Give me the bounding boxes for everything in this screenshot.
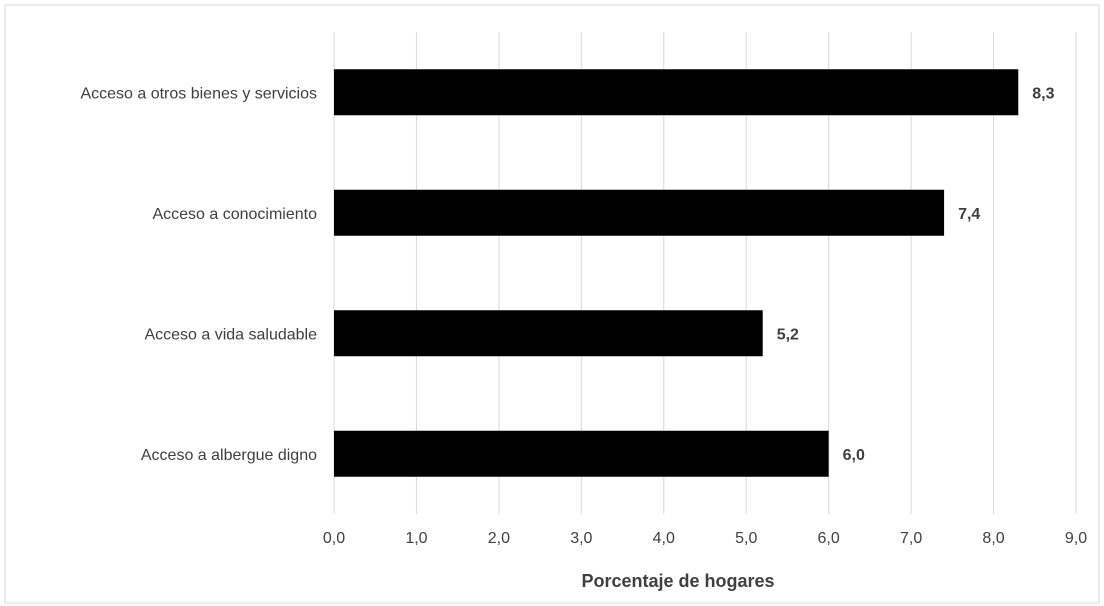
bar-value-label: 6,0: [843, 447, 865, 464]
x-tick-label: 1,0: [405, 530, 427, 547]
bar: [334, 310, 763, 357]
category-label: Acceso a vida saludable: [144, 326, 317, 343]
x-tick-label: 6,0: [818, 530, 840, 547]
bar: [334, 189, 945, 236]
x-axis-title: Porcentaje de hogares: [581, 571, 774, 591]
x-tick-label: 9,0: [1065, 530, 1087, 547]
x-tick-label: 8,0: [982, 530, 1004, 547]
category-label: Acceso a conocimiento: [152, 206, 317, 223]
bar: [334, 69, 1019, 116]
x-tick-label: 7,0: [900, 530, 922, 547]
bar-value-label: 5,2: [777, 326, 799, 343]
bar-layer: 8,3 7,4 5,2 6,0: [334, 69, 1055, 477]
category-labels: Acceso a otros bienes y servicios Acceso …: [80, 85, 317, 464]
bar-value-label: 7,4: [958, 206, 980, 223]
bar-value-label: 8,3: [1032, 85, 1054, 102]
bar: [334, 430, 829, 477]
category-label: Acceso a albergue digno: [141, 447, 317, 464]
x-tick-label: 3,0: [570, 530, 592, 547]
x-tick-label: 5,0: [735, 530, 757, 547]
category-label: Acceso a otros bienes y servicios: [80, 85, 317, 102]
x-tick-label: 0,0: [323, 530, 345, 547]
x-tick-label: 4,0: [653, 530, 675, 547]
x-tick-labels: 0,0 1,0 2,0 3,0 4,0 5,0 6,0 7,0 8,0 9,0: [323, 530, 1087, 547]
x-tick-label: 2,0: [488, 530, 510, 547]
